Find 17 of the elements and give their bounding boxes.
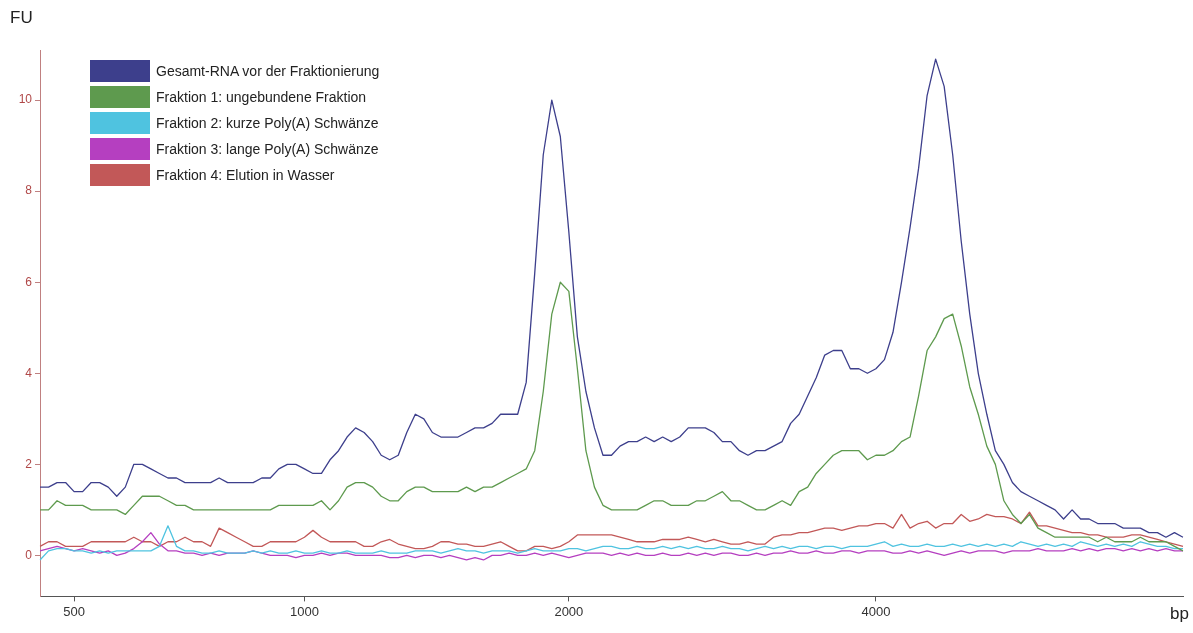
legend-label: Fraktion 2: kurze Poly(A) Schwänze [156,115,379,131]
y-tick-label: 0 [25,547,33,562]
y-tick-label: 8 [25,183,33,198]
x-tick-label: 4000 [861,603,891,619]
x-tick-label: 500 [63,603,85,619]
legend-label: Gesamt-RNA vor der Fraktionierung [156,63,380,79]
legend-label: Fraktion 3: lange Poly(A) Schwänze [156,141,379,157]
y-tick-label: 6 [25,274,33,289]
x-tick-label: 1000 [289,603,319,619]
y-tick-label: 2 [25,456,33,471]
y-axis-title: FU [10,8,33,28]
x-axis-title: bp [1170,604,1189,624]
y-tick-label: 4 [25,365,33,380]
legend-label: Fraktion 4: Elution in Wasser [156,167,335,183]
legend-label: Fraktion 1: ungebundene Fraktion [156,89,367,105]
y-tick-label: 10 [18,92,33,107]
x-tick-label: 2000 [554,603,584,619]
